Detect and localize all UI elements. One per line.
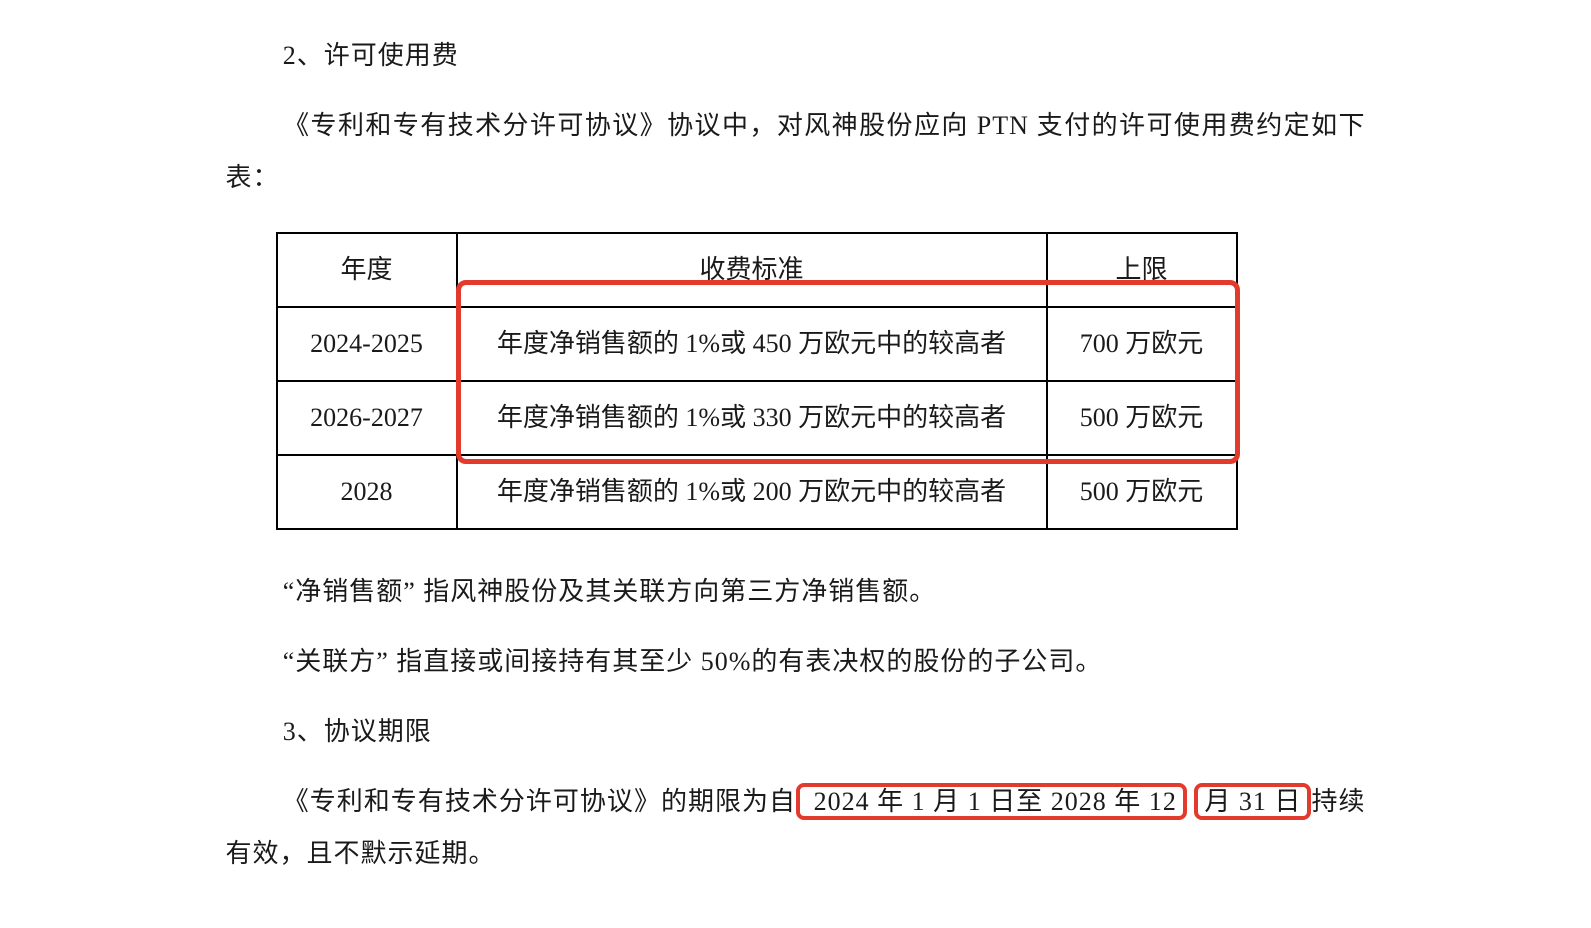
section-2-intro-text: 《专利和专有技术分许可协议》协议中，对风神股份应向 PTN 支付的许可使用费约定… [226, 111, 1366, 192]
cell-year: 2024-2025 [277, 307, 457, 381]
table-header-row: 年度 收费标准 上限 [277, 233, 1237, 307]
note-related-party-text: “关联方” 指直接或间接持有其至少 50%的有表决权的股份的子公司。 [283, 647, 1103, 676]
table-row: 2028 年度净销售额的 1%或 200 万欧元中的较高者 500 万欧元 [277, 455, 1237, 529]
section-3-heading: 3、协议期限 [226, 706, 1366, 758]
cell-cap: 500 万欧元 [1047, 381, 1237, 455]
cell-fee: 年度净销售额的 1%或 330 万欧元中的较高者 [457, 381, 1047, 455]
note-related-party: “关联方” 指直接或间接持有其至少 50%的有表决权的股份的子公司。 [226, 636, 1366, 688]
cell-fee: 年度净销售额的 1%或 450 万欧元中的较高者 [457, 307, 1047, 381]
section-2-heading: 2、许可使用费 [226, 30, 1366, 82]
document-body: 2、许可使用费 《专利和专有技术分许可协议》协议中，对风神股份应向 PTN 支付… [196, 30, 1396, 880]
section-3-prefix: 《专利和专有技术分许可协议》的期限为自 [283, 787, 796, 816]
col-header-fee: 收费标准 [457, 233, 1047, 307]
date-range-highlight-1: 2024 年 1 月 1 日至 2028 年 12 [796, 783, 1187, 820]
fee-table: 年度 收费标准 上限 2024-2025 年度净销售额的 1%或 450 万欧元… [276, 232, 1238, 530]
section-2-heading-text: 2、许可使用费 [283, 41, 459, 70]
table-row: 2024-2025 年度净销售额的 1%或 450 万欧元中的较高者 700 万… [277, 307, 1237, 381]
section-3-body: 《专利和专有技术分许可协议》的期限为自 2024 年 1 月 1 日至 2028… [226, 776, 1366, 880]
cell-fee: 年度净销售额的 1%或 200 万欧元中的较高者 [457, 455, 1047, 529]
fee-table-wrap: 年度 收费标准 上限 2024-2025 年度净销售额的 1%或 450 万欧元… [226, 222, 1238, 540]
date-range-highlight-2: 月 31 日 [1194, 783, 1311, 820]
cell-cap: 700 万欧元 [1047, 307, 1237, 381]
table-row: 2026-2027 年度净销售额的 1%或 330 万欧元中的较高者 500 万… [277, 381, 1237, 455]
cell-cap: 500 万欧元 [1047, 455, 1237, 529]
note-net-sales: “净销售额” 指风神股份及其关联方向第三方净销售额。 [226, 566, 1366, 618]
cell-year: 2028 [277, 455, 457, 529]
section-3-heading-text: 3、协议期限 [283, 717, 432, 746]
section-2-intro: 《专利和专有技术分许可协议》协议中，对风神股份应向 PTN 支付的许可使用费约定… [226, 100, 1366, 204]
cell-year: 2026-2027 [277, 381, 457, 455]
col-header-cap: 上限 [1047, 233, 1237, 307]
note-net-sales-text: “净销售额” 指风神股份及其关联方向第三方净销售额。 [283, 577, 937, 606]
col-header-year: 年度 [277, 233, 457, 307]
